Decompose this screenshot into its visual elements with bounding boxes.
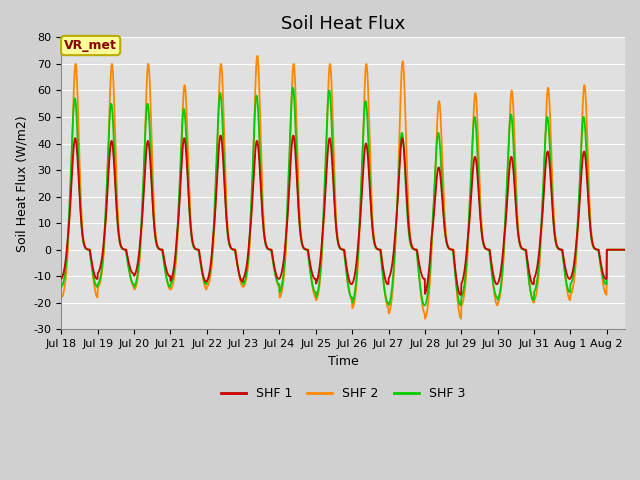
SHF 1 (535, 253, 543, 259)
Line: SHF 1: SHF 1 (61, 135, 625, 295)
SHF 3 (58, 284, 65, 289)
SHF 3 (602, 281, 609, 287)
Line: SHF 3: SHF 3 (61, 88, 625, 305)
SHF 1 (602, 276, 609, 282)
Legend: SHF 1, SHF 2, SHF 3: SHF 1, SHF 2, SHF 3 (216, 382, 470, 405)
SHF 1 (58, 276, 65, 281)
SHF 3 (428, 234, 436, 240)
SHF 1 (456, 292, 464, 298)
SHF 2 (602, 291, 609, 297)
SHF 2 (58, 295, 65, 300)
SHF 3 (91, 278, 99, 284)
SHF 3 (420, 302, 428, 308)
SHF 3 (411, 247, 419, 252)
SHF 2 (91, 284, 99, 290)
SHF 3 (289, 85, 297, 91)
SHF 2 (458, 316, 465, 322)
SHF 2 (428, 249, 435, 254)
Y-axis label: Soil Heat Flux (W/m2): Soil Heat Flux (W/m2) (15, 115, 28, 252)
SHF 3 (621, 247, 628, 252)
SHF 3 (347, 293, 355, 299)
SHF 2 (621, 247, 628, 252)
Line: SHF 2: SHF 2 (61, 56, 625, 319)
SHF 3 (535, 264, 543, 270)
SHF 1 (411, 246, 419, 252)
Text: VR_met: VR_met (64, 39, 117, 52)
SHF 2 (253, 53, 261, 59)
SHF 1 (91, 272, 99, 277)
SHF 1 (289, 132, 297, 138)
SHF 1 (621, 247, 628, 252)
Title: Soil Heat Flux: Soil Heat Flux (281, 15, 405, 33)
X-axis label: Time: Time (328, 355, 358, 368)
SHF 1 (347, 281, 355, 287)
SHF 1 (428, 235, 435, 240)
SHF 2 (411, 247, 419, 252)
SHF 2 (347, 294, 355, 300)
SHF 2 (535, 273, 543, 278)
